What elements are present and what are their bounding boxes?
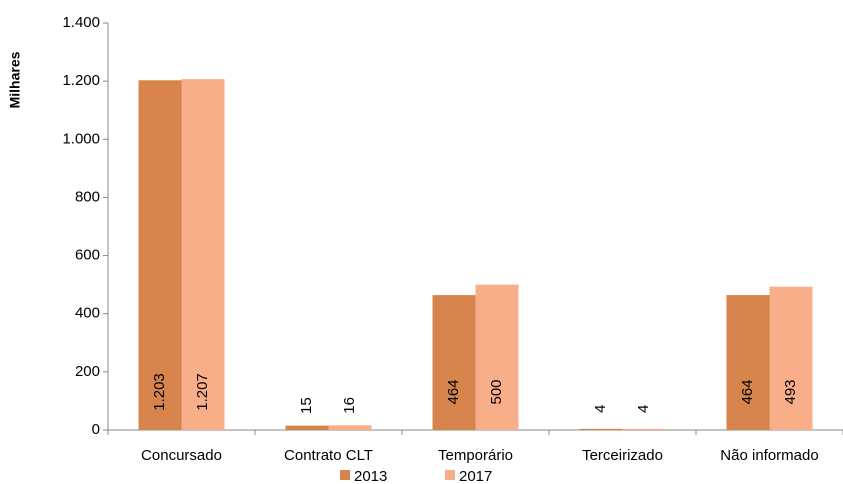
bar (328, 425, 372, 430)
data-label: 4 (635, 405, 652, 413)
legend-label: 2017 (459, 468, 492, 484)
data-label: 464 (445, 379, 462, 404)
bar (579, 428, 623, 430)
y-tick-label: 0 (92, 421, 100, 438)
legend-swatch (340, 470, 350, 480)
bar (769, 286, 813, 430)
data-label: 1.207 (194, 373, 211, 411)
bar (726, 295, 770, 430)
data-label: 1.203 (151, 373, 168, 411)
x-tick-label: Temporário (438, 447, 513, 464)
legend-swatch (445, 470, 455, 480)
data-label: 16 (341, 397, 358, 414)
bar (181, 79, 225, 431)
bar (475, 284, 519, 430)
bar (285, 425, 329, 430)
bar (138, 80, 182, 430)
y-tick-label: 1.000 (62, 130, 100, 147)
y-tick-label: 400 (75, 305, 100, 322)
data-label: 15 (298, 397, 315, 414)
y-axis-label: Milhares (7, 51, 23, 108)
data-label: 500 (488, 379, 505, 404)
bar (622, 428, 666, 430)
y-tick-label: 1.200 (62, 72, 100, 89)
legend-label: 2013 (354, 468, 387, 484)
data-label: 464 (739, 379, 756, 404)
x-tick-label: Concursado (141, 447, 222, 464)
y-tick-label: 800 (75, 188, 100, 205)
x-tick-label: Contrato CLT (284, 447, 373, 464)
y-tick-label: 600 (75, 247, 100, 264)
bar (432, 295, 476, 430)
y-tick-label: 1.400 (62, 14, 100, 31)
data-label: 493 (782, 379, 799, 404)
data-label: 4 (592, 405, 609, 413)
x-tick-label: Terceirizado (582, 447, 663, 464)
y-tick-label: 200 (75, 363, 100, 380)
x-tick-label: Não informado (720, 447, 818, 464)
